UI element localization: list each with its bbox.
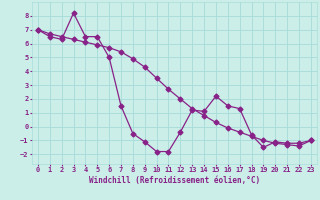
- X-axis label: Windchill (Refroidissement éolien,°C): Windchill (Refroidissement éolien,°C): [89, 176, 260, 185]
